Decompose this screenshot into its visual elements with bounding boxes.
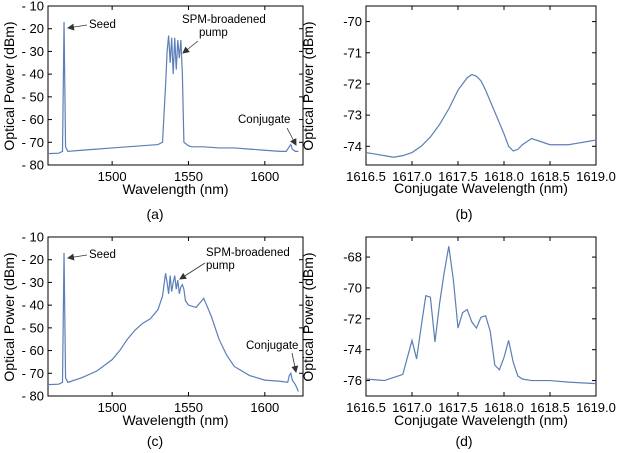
- annotation-conjugate-arrow: [286, 127, 297, 146]
- y-tick-label: - 60: [22, 112, 44, 127]
- y-tick-label: - 70: [22, 366, 44, 381]
- y-tick-label: - 40: [22, 67, 44, 82]
- annotation-seed-label: Seed: [89, 19, 116, 31]
- conjugate-line: [365, 246, 597, 385]
- plot-frame: [365, 5, 597, 166]
- x-tick-label: 1600: [250, 400, 279, 415]
- y-tick-label: -74: [343, 342, 362, 357]
- tick-marks: [48, 5, 303, 166]
- x-tick-label: 1617.0: [392, 169, 432, 184]
- y-tick-label: - 30: [22, 275, 44, 290]
- x-axis-label: Conjugate Wavelength (nm): [394, 412, 568, 428]
- y-tick-label: - 50: [22, 320, 44, 335]
- panel-caption: (b): [455, 206, 472, 222]
- y-tick-label: - 20: [22, 252, 44, 267]
- y-axis-label: Optical Power (dBm): [300, 21, 316, 150]
- conjugate-line: [365, 73, 597, 158]
- x-tick-label: 1616.5: [346, 400, 386, 415]
- y-tick-label: - 80: [22, 389, 44, 404]
- y-tick-labels: - 80 - 70 - 60 - 50 - 40 - 30 - 20 - 10: [22, 230, 44, 404]
- x-tick-label: 1500: [98, 400, 127, 415]
- x-tick-label: 1616.5: [346, 169, 386, 184]
- y-tick-label: - 70: [22, 135, 44, 150]
- x-tick-label: 1617.0: [392, 400, 432, 415]
- y-axis-label: Optical Power (dBm): [1, 252, 17, 381]
- annotation-pump-label-2: pump: [199, 27, 228, 39]
- x-tick-labels: 1500 1550 1600: [98, 400, 280, 415]
- x-tick-label: 1618.5: [530, 400, 570, 415]
- x-tick-labels: 1616.5 1617.0 1617.5 1618.0 1618.5 1619.0: [346, 400, 616, 415]
- x-axis-label: Conjugate Wavelength (nm): [394, 180, 568, 196]
- x-tick-label: 1619.0: [576, 169, 616, 184]
- panel-a-chart: 1500 1550 1600 - 80 - 70 - 60 - 50 - 40 - 30 - 2…: [1, 0, 304, 222]
- x-tick-labels: 1616.5 1617.0 1617.5 1618.0 1618.5 1619.0: [346, 169, 616, 184]
- tick-marks: [48, 236, 303, 397]
- x-tick-label: 1500: [98, 169, 127, 184]
- annotation-pump-label: SPM-broadened: [206, 247, 290, 259]
- y-axis-label: Optical Power (dBm): [1, 21, 17, 150]
- y-tick-labels: -74 -73 -72 -71 -70: [343, 14, 362, 154]
- x-axis-label: Wavelength (nm): [122, 412, 228, 428]
- y-tick-label: -72: [343, 76, 362, 91]
- y-tick-label: -70: [343, 14, 362, 29]
- x-tick-label: 1617.5: [438, 169, 478, 184]
- x-tick-label: 1618.5: [530, 169, 570, 184]
- y-tick-labels: -76 -74 -72 -70 -68: [343, 250, 362, 388]
- x-tick-label: 1619.0: [576, 400, 616, 415]
- y-tick-label: -74: [343, 139, 362, 154]
- y-tick-label: -71: [343, 45, 362, 60]
- y-axis-label: Optical Power (dBm): [300, 252, 316, 381]
- x-tick-labels: 1500 1550 1600: [98, 169, 280, 184]
- x-tick-label: 1550: [174, 169, 203, 184]
- x-tick-label: 1618.0: [484, 400, 524, 415]
- plot-frame: [47, 236, 304, 397]
- annotation-seed-arrow: [67, 253, 88, 261]
- x-tick-label: 1618.0: [484, 169, 524, 184]
- tick-marks: [365, 6, 597, 165]
- x-tick-label: 1617.5: [438, 400, 478, 415]
- plot-frame: [365, 236, 597, 397]
- y-tick-label: - 10: [22, 0, 44, 14]
- annotation-seed-arrow: [67, 23, 88, 31]
- y-tick-label: -76: [343, 373, 362, 388]
- annotation-pump-arrow: [182, 40, 199, 54]
- x-tick-label: 1600: [250, 169, 279, 184]
- y-tick-label: - 10: [22, 230, 44, 245]
- panel-caption: (a): [146, 206, 163, 222]
- y-tick-label: -72: [343, 311, 362, 326]
- annotation-pump-arrow: [179, 262, 206, 280]
- y-tick-label: - 80: [22, 158, 44, 173]
- y-tick-label: - 50: [22, 89, 44, 104]
- panel-b-chart: 1616.5 1617.0 1617.5 1618.0 1618.5 1619.0 -74…: [300, 5, 616, 222]
- y-tick-label: - 60: [22, 343, 44, 358]
- y-tick-label: -68: [343, 250, 362, 265]
- annotation-conjugate-arrow: [291, 352, 299, 373]
- plot-frame: [47, 5, 304, 166]
- x-tick-label: 1550: [174, 400, 203, 415]
- panel-c-chart: 1500 1550 1600 - 80 - 70 - 60 - 50 - 40 - 30 - 2…: [1, 230, 304, 449]
- panel-caption: (d): [455, 433, 472, 449]
- panel-caption: (c): [147, 433, 163, 449]
- annotation-seed-label: Seed: [89, 249, 116, 261]
- y-tick-label: - 40: [22, 298, 44, 313]
- spectrum-line: [47, 252, 299, 392]
- annotation-conjugate-label: Conjugate: [246, 340, 298, 352]
- panel-d-chart: 1616.5 1617.0 1617.5 1618.0 1618.5 1619.0 -76…: [300, 236, 616, 449]
- annotation-pump-label: SPM-broadened: [182, 14, 266, 26]
- y-tick-labels: - 80 - 70 - 60 - 50 - 40 - 30 - 20 - 10: [22, 0, 44, 173]
- annotation-conjugate-label: Conjugate: [238, 114, 290, 126]
- y-tick-label: - 30: [22, 44, 44, 59]
- y-tick-label: -70: [343, 280, 362, 295]
- annotation-pump-label-2: pump: [206, 260, 235, 272]
- tick-marks: [365, 237, 597, 396]
- spectrum-line: [47, 21, 299, 155]
- x-axis-label: Wavelength (nm): [122, 181, 228, 197]
- y-tick-label: -73: [343, 108, 362, 123]
- y-tick-label: - 20: [22, 21, 44, 36]
